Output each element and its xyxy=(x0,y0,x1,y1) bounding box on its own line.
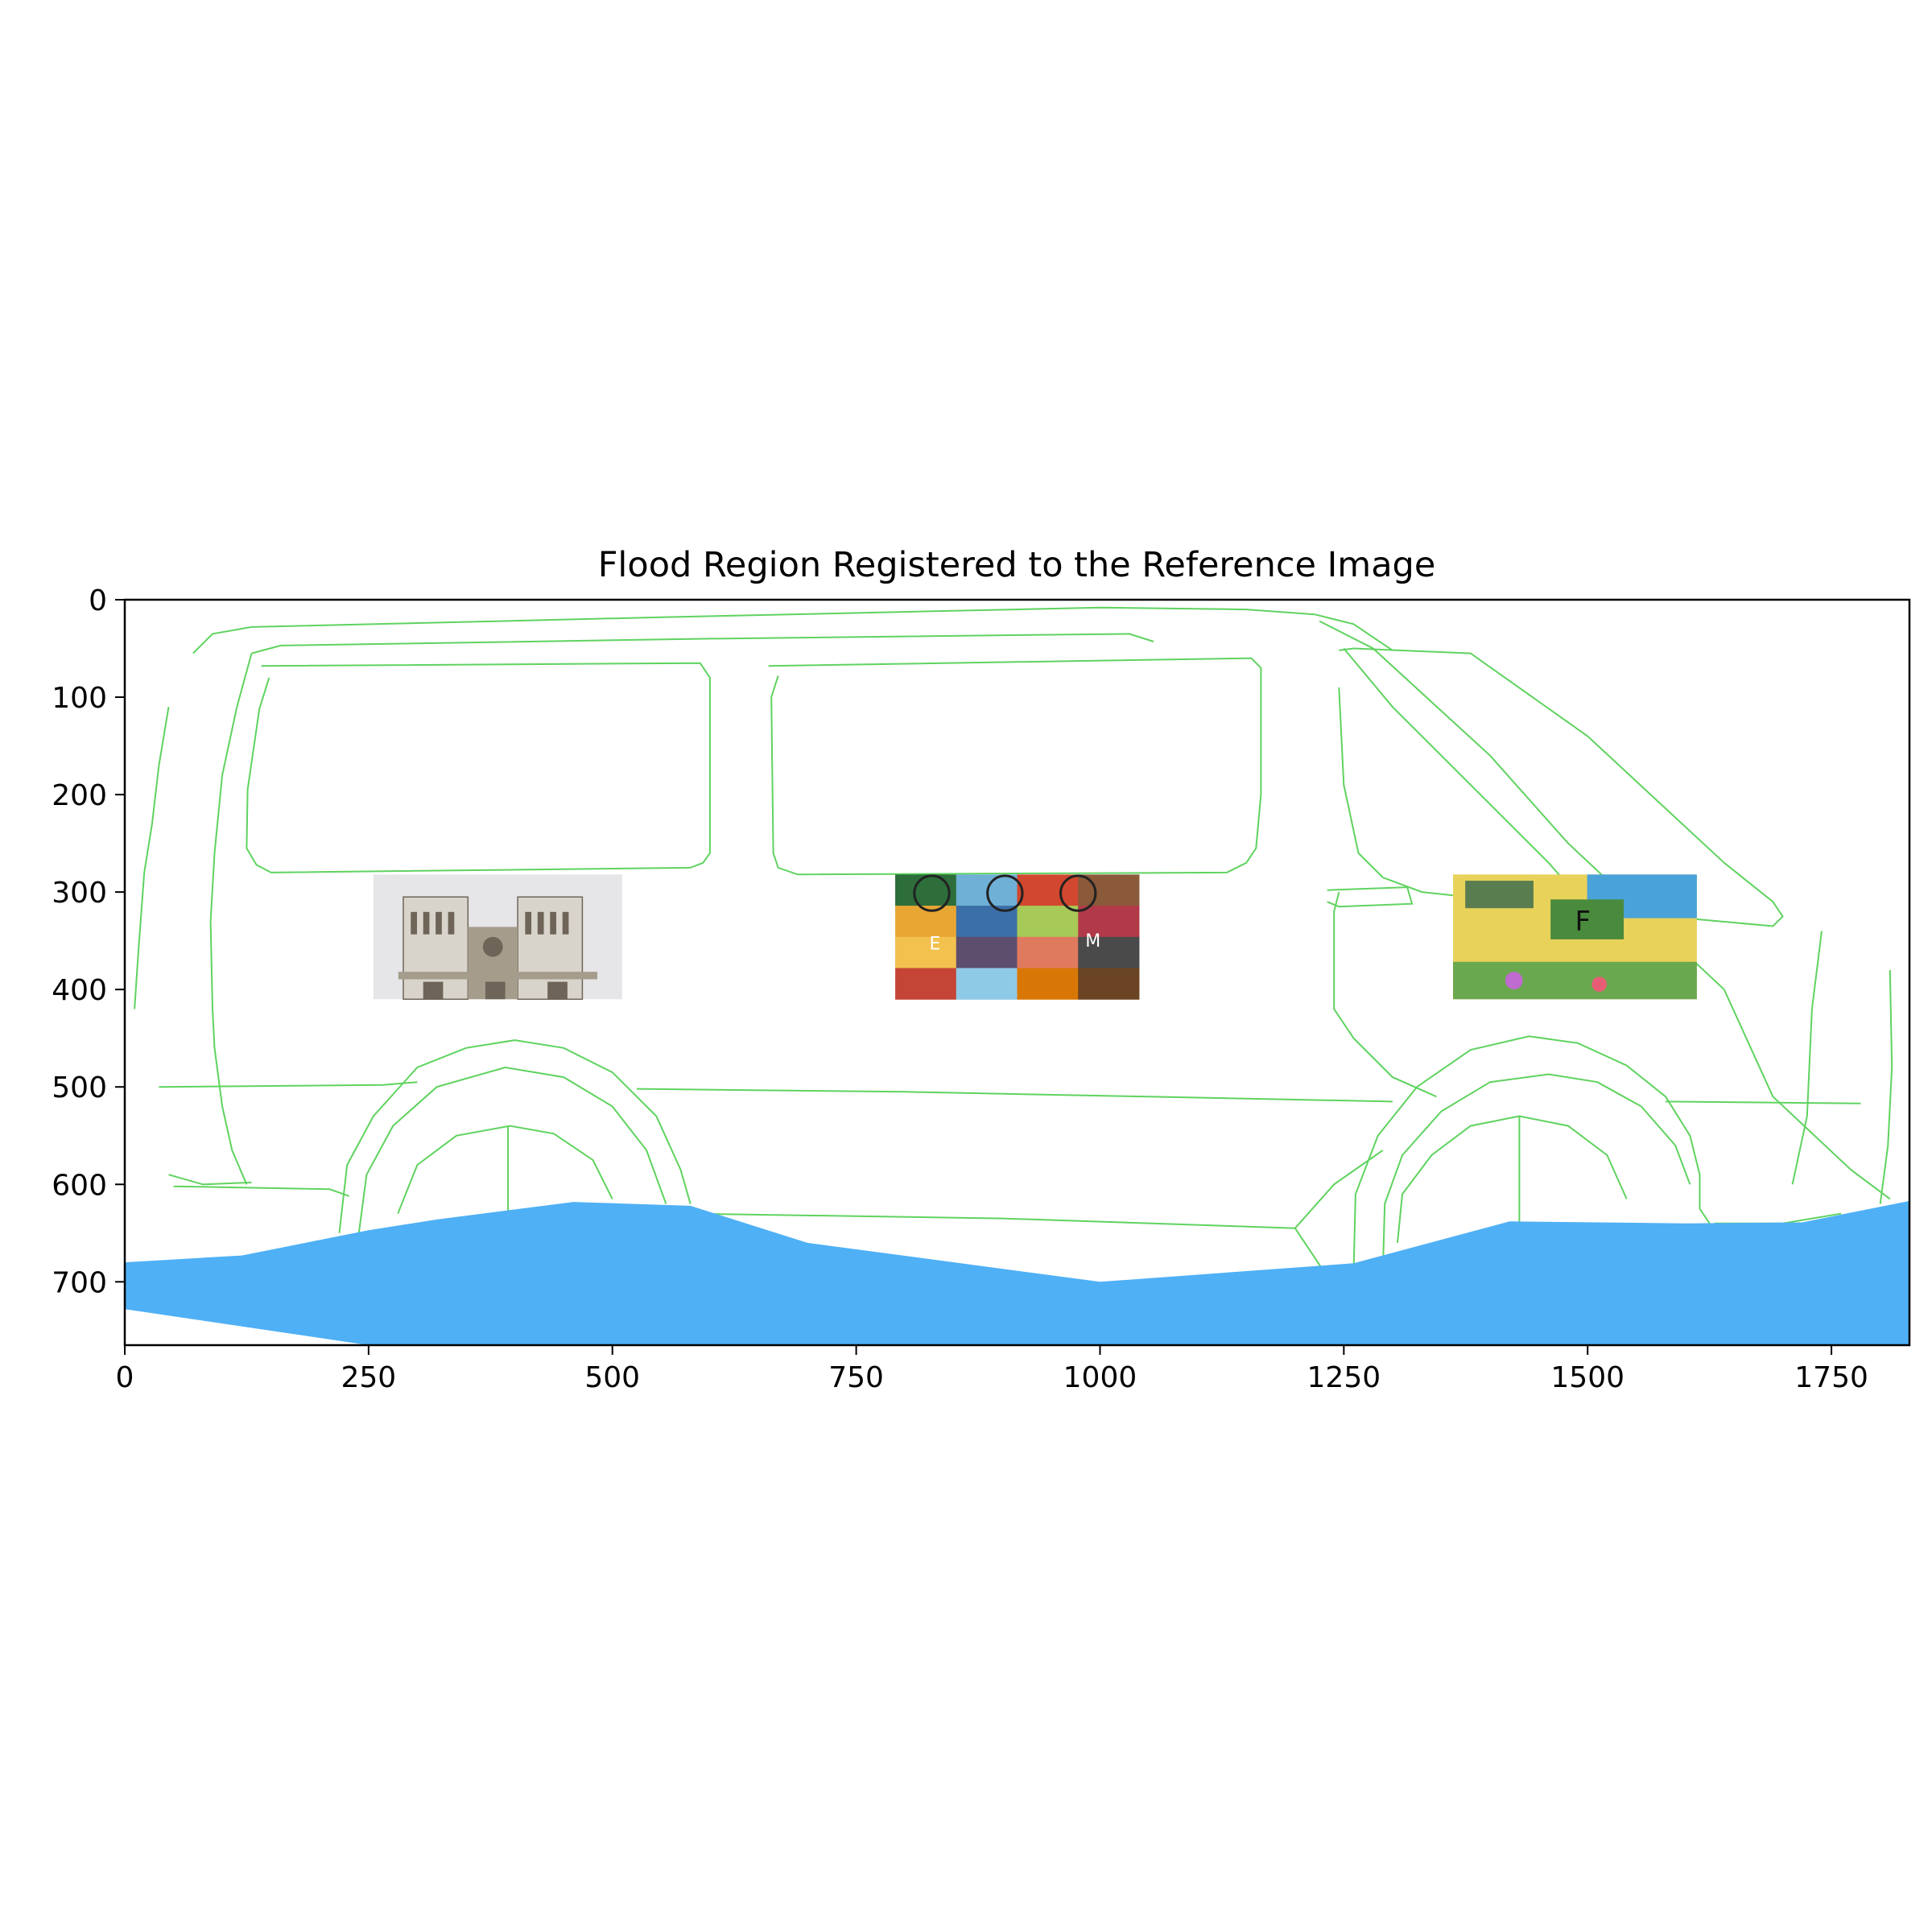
collage-letter-e: E xyxy=(929,934,940,954)
y-tick-label: 500 xyxy=(52,1071,107,1104)
edge-rear-bumper xyxy=(168,1174,252,1186)
y-tick-label: 100 xyxy=(52,682,107,715)
edge-door-edge xyxy=(1333,891,1437,1098)
y-tick-label: 400 xyxy=(52,974,107,1007)
edge-rear-edge xyxy=(134,707,170,1009)
x-tick-label: 1750 xyxy=(1794,1361,1868,1394)
edge-roof-outer xyxy=(192,606,1393,654)
flood-region xyxy=(125,1200,1909,1345)
y-tick-label: 600 xyxy=(52,1169,107,1202)
collage-letter-m: M xyxy=(1085,931,1100,952)
edge-belt-line-3 xyxy=(1666,1100,1861,1104)
edge-rear-wheel xyxy=(397,1125,613,1214)
colorful-letter-f: F xyxy=(1575,906,1591,938)
edge-front-wheel-arch-inner xyxy=(1381,1073,1691,1273)
edge-window-1 xyxy=(246,662,711,873)
edge-front-pillar xyxy=(1791,931,1823,1185)
y-tick-label: 0 xyxy=(89,584,107,617)
edge-rear-panel xyxy=(209,653,253,1185)
x-tick-label: 750 xyxy=(828,1361,884,1394)
edge-front-wheel-arch-outer xyxy=(1352,1035,1711,1273)
x-tick-label: 500 xyxy=(584,1361,640,1394)
x-tick-label: 1500 xyxy=(1550,1361,1624,1394)
inset-images: E MF xyxy=(373,874,1697,1001)
edge-rocker-mid xyxy=(690,1212,1295,1229)
edge-bumper-front xyxy=(1294,1228,1325,1273)
x-tick-label: 1000 xyxy=(1063,1361,1137,1394)
edge-front-wheel xyxy=(1397,1115,1628,1243)
y-tick-label: 700 xyxy=(52,1266,107,1299)
edge-belt-line-2 xyxy=(636,1088,1393,1103)
edge-rocker-lower xyxy=(1294,1150,1384,1229)
chart-title: Flood Region Registered to the Reference… xyxy=(598,545,1436,585)
y-tick-label: 300 xyxy=(52,877,107,910)
edge-window-2 xyxy=(768,657,1262,876)
edge-window-3 xyxy=(1338,647,1784,927)
x-tick-label: 1250 xyxy=(1307,1361,1381,1394)
colorful-photo: F xyxy=(1453,874,1697,1000)
x-tick-label: 0 xyxy=(116,1361,134,1394)
edge-rear-wheel-arch-inner xyxy=(357,1066,667,1233)
edge-belt-line xyxy=(159,1081,418,1088)
edge-rear-wheel-arch-outer xyxy=(338,1039,691,1233)
x-tick-label: 250 xyxy=(341,1361,397,1394)
plot-frame xyxy=(123,598,1911,1347)
cathedral-photo xyxy=(373,874,622,1001)
plot-area: E MF xyxy=(125,600,1909,1345)
y-axis: 0 100 200 300 400 500 600 700 xyxy=(52,584,125,1299)
y-tick-label: 200 xyxy=(52,779,107,812)
edge-rocker-rear xyxy=(173,1185,349,1197)
x-axis: 0 250 500 750 1000 1250 1500 1750 xyxy=(116,1345,1868,1394)
edge-front-face xyxy=(1879,969,1893,1204)
edge-roof-inner xyxy=(251,633,1154,654)
